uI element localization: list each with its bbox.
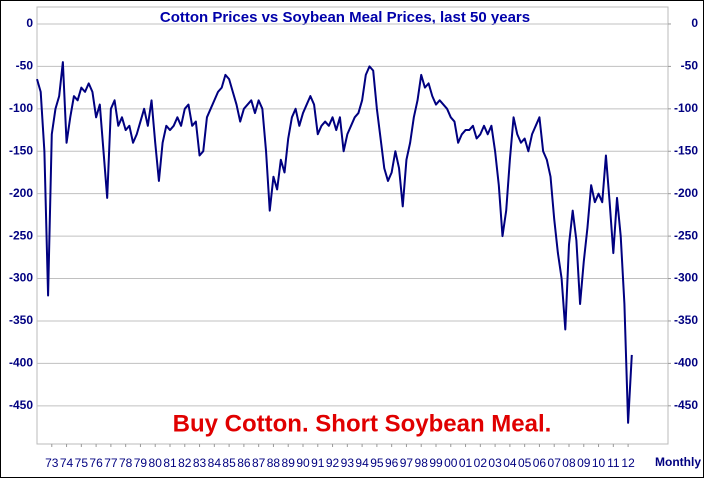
data-line — [36, 61, 633, 424]
y2-tick-label: -100 — [674, 101, 698, 115]
chart-title: Cotton Prices vs Soybean Meal Prices, la… — [160, 9, 530, 26]
y2-tick-label: -150 — [674, 143, 698, 157]
y2-tick-label: -450 — [674, 398, 698, 412]
x-tick-label: 91 — [311, 456, 325, 470]
x-tick-label: 08 — [562, 456, 576, 470]
x-tick-label: 10 — [592, 456, 606, 470]
x-tick-label: 07 — [548, 456, 562, 470]
y2-tick-label: -300 — [674, 271, 698, 285]
y2-tick-label: -50 — [681, 59, 699, 73]
x-tick-label: 00 — [444, 456, 458, 470]
plot-area — [36, 6, 669, 445]
x-tick-label: 03 — [488, 456, 502, 470]
x-tick-label: 82 — [178, 456, 192, 470]
annotation: Buy Cotton. Short Soybean Meal. — [173, 410, 552, 437]
y-tick-label: 0 — [26, 16, 33, 30]
x-tick-label: 79 — [134, 456, 148, 470]
x-tick-label: 88 — [267, 456, 281, 470]
x-tick-label: 86 — [237, 456, 251, 470]
y2-tick-label: -350 — [674, 313, 698, 327]
x-tick-label: 83 — [193, 456, 207, 470]
y-tick-label: -350 — [9, 313, 33, 327]
x-tick-label: 89 — [282, 456, 296, 470]
x-tick-label: 85 — [222, 456, 236, 470]
x-tick-label: 76 — [89, 456, 103, 470]
y-tick-label: -450 — [9, 398, 33, 412]
x-tick-label: 92 — [326, 456, 340, 470]
x-tick-label: 12 — [621, 456, 635, 470]
x-tick-label: 04 — [503, 456, 517, 470]
x-tick-label: 80 — [149, 456, 163, 470]
y-tick-label: -50 — [16, 59, 34, 73]
x-tick-label: 93 — [341, 456, 355, 470]
y2-tick-label: -200 — [674, 186, 698, 200]
x-tick-label: 96 — [385, 456, 399, 470]
x-tick-label: 97 — [400, 456, 414, 470]
x-tick-label: 09 — [577, 456, 591, 470]
x-axis-label: Monthly — [655, 455, 701, 469]
x-tick-label: 94 — [355, 456, 369, 470]
x-tick-label: 02 — [474, 456, 488, 470]
x-tick-label: 95 — [370, 456, 384, 470]
x-tick-label: 81 — [163, 456, 177, 470]
x-tick-label: 05 — [518, 456, 532, 470]
y-tick-label: -100 — [9, 101, 33, 115]
y2-tick-label: -400 — [674, 356, 698, 370]
x-tick-label: 06 — [533, 456, 547, 470]
x-tick-label: 99 — [429, 456, 443, 470]
x-tick-label: 75 — [75, 456, 89, 470]
y-tick-label: -150 — [9, 143, 33, 157]
x-tick-label: 11 — [607, 456, 620, 470]
x-tick-label: 78 — [119, 456, 133, 470]
y-tick-label: -300 — [9, 271, 33, 285]
x-tick-label: 73 — [45, 456, 59, 470]
x-tick-label: 87 — [252, 456, 266, 470]
x-tick-label: 84 — [208, 456, 222, 470]
y-tick-label: -400 — [9, 356, 33, 370]
y-tick-label: -250 — [9, 228, 33, 242]
x-tick-label: 01 — [459, 456, 473, 470]
y2-tick-label: 0 — [691, 16, 698, 30]
x-tick-label: 77 — [104, 456, 118, 470]
x-tick-label: 98 — [415, 456, 429, 470]
y-tick-label: -200 — [9, 186, 33, 200]
x-tick-label: 74 — [60, 456, 74, 470]
y2-tick-label: -250 — [674, 228, 698, 242]
x-tick-label: 90 — [296, 456, 310, 470]
